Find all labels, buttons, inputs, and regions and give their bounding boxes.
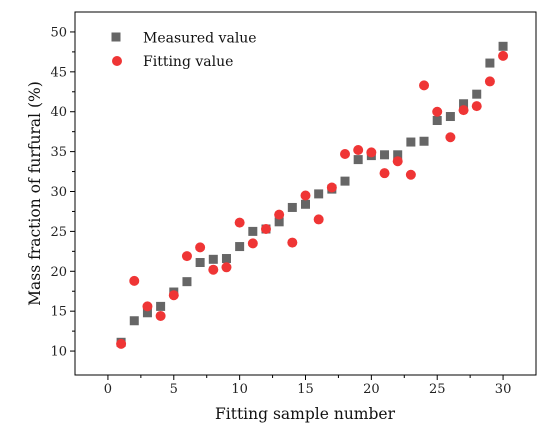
measured-point [432,116,442,126]
fitting-point [432,106,443,117]
measured-point [129,316,139,326]
fitting-point [458,105,469,116]
x-axis-title: Fitting sample number [215,405,396,423]
fitting-point [498,50,509,61]
measured-point [445,112,455,122]
fitting-point [419,80,430,91]
fitting-point [168,290,179,301]
measured-point [156,301,166,311]
x-tick-label: 25 [429,382,446,397]
measured-point [419,136,429,146]
fitting-point [155,310,166,321]
fitting-point [116,338,127,349]
y-tick-label: 50 [50,25,67,40]
fitting-point [379,168,390,179]
fitting-point [260,224,271,235]
y-axis-title: Mass fraction of furfural (%) [26,81,44,306]
x-tick-label: 10 [231,382,248,397]
y-tick-label: 40 [50,105,67,120]
fitting-point [445,132,456,143]
fitting-point [353,145,364,156]
measured-point [301,199,310,209]
measured-point [353,155,363,165]
fitting-point [392,156,403,167]
fitting-point [287,237,298,248]
measured-point [235,242,245,252]
measured-point [340,176,350,186]
axis-ticks [70,31,504,380]
measured-point [314,189,324,199]
measured-point [142,308,152,318]
y-tick-label: 30 [50,185,67,200]
measured-point [195,258,205,268]
fitting-point [366,147,377,158]
legend: Measured value Fitting value [111,31,257,70]
fitting-point [300,190,311,201]
legend-label-fitting: Fitting value [143,54,233,70]
y-tick-label: 15 [50,305,67,320]
legend-marker-fitting [112,56,122,66]
measured-point [274,217,284,227]
measured-point [182,277,192,287]
measured-point [287,202,297,212]
x-tick-label: 20 [363,382,380,397]
fitting-point [405,169,416,180]
measured-point [459,99,469,109]
fitting-point [340,149,351,160]
fitting-point [221,262,232,273]
fitting-point [471,101,482,112]
measured-point [498,41,508,51]
fitting-point [195,242,206,253]
fitting-point [247,238,258,249]
legend-label-measured: Measured value [143,31,257,47]
x-tick-labels: 0 5 10 15 20 25 30 [104,382,512,397]
fitting-point [181,251,192,262]
fitting-point [484,76,495,87]
y-tick-label: 45 [50,65,67,80]
measured-point [485,58,495,68]
x-tick-label: 30 [495,382,512,397]
measured-point [380,150,390,160]
fitting-point [129,275,140,286]
fitting-point [142,301,153,312]
y-tick-label: 35 [50,145,67,160]
x-tick-label: 5 [170,382,178,397]
y-tick-label: 20 [50,265,67,280]
y-tick-label: 25 [50,225,67,240]
measured-point [393,150,403,160]
legend-marker-measured [111,32,121,42]
measured-point [248,226,258,236]
y-tick-label: 10 [50,345,67,360]
fitting-point [274,209,285,220]
x-tick-label: 0 [104,382,112,397]
fitting-point [326,182,337,193]
measured-point [406,137,416,147]
fitting-point [313,214,324,225]
data-points [116,41,509,349]
fitting-point [234,217,245,228]
measured-point [472,89,482,99]
measured-point [208,254,218,264]
measured-point [221,254,231,264]
fitting-point [208,264,219,275]
x-tick-label: 15 [297,382,314,397]
y-tick-labels: 10 15 20 25 30 35 40 45 50 [50,25,67,359]
